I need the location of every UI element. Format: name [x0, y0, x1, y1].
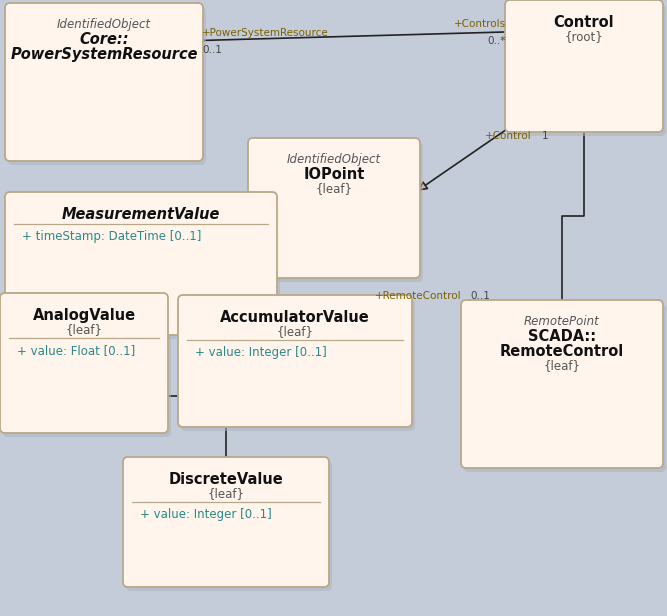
Text: AnalogValue: AnalogValue	[33, 308, 135, 323]
Text: SCADA::: SCADA::	[528, 329, 596, 344]
Text: + timeStamp: DateTime [0..1]: + timeStamp: DateTime [0..1]	[22, 230, 201, 243]
Text: 0..*: 0..*	[488, 36, 506, 46]
Text: +Controls: +Controls	[454, 19, 506, 29]
FancyBboxPatch shape	[464, 304, 666, 472]
FancyBboxPatch shape	[248, 138, 420, 278]
FancyBboxPatch shape	[5, 3, 203, 161]
Text: MeasurementValue: MeasurementValue	[62, 207, 220, 222]
Text: +Control: +Control	[485, 131, 532, 141]
Text: AccumulatorValue: AccumulatorValue	[220, 310, 370, 325]
FancyBboxPatch shape	[8, 196, 280, 339]
Text: {leaf}: {leaf}	[544, 359, 580, 372]
Text: + value: Float [0..1]: + value: Float [0..1]	[17, 344, 135, 357]
FancyBboxPatch shape	[461, 300, 663, 468]
Text: IdentifiedObject: IdentifiedObject	[287, 153, 381, 166]
Text: 1: 1	[542, 131, 548, 141]
FancyBboxPatch shape	[251, 142, 423, 282]
FancyBboxPatch shape	[0, 293, 168, 433]
Text: {leaf}: {leaf}	[277, 325, 313, 338]
Text: PowerSystemResource: PowerSystemResource	[10, 47, 197, 62]
FancyBboxPatch shape	[181, 299, 415, 431]
Text: {leaf}: {leaf}	[65, 323, 103, 336]
Text: RemotePoint: RemotePoint	[524, 315, 600, 328]
Text: 0..1: 0..1	[470, 291, 490, 301]
Text: DiscreteValue: DiscreteValue	[169, 472, 283, 487]
Text: {root}: {root}	[565, 30, 604, 43]
FancyBboxPatch shape	[8, 7, 206, 165]
Text: +RemoteControl: +RemoteControl	[376, 291, 462, 301]
Text: Core::: Core::	[79, 32, 129, 47]
Text: {leaf}: {leaf}	[207, 487, 245, 500]
Text: {leaf}: {leaf}	[315, 182, 352, 195]
FancyBboxPatch shape	[3, 297, 171, 437]
Text: 0..1: 0..1	[202, 44, 222, 55]
Text: + value: Integer [0..1]: + value: Integer [0..1]	[195, 346, 327, 359]
Text: + value: Integer [0..1]: + value: Integer [0..1]	[140, 508, 271, 521]
FancyBboxPatch shape	[508, 4, 666, 136]
Text: IOPoint: IOPoint	[303, 167, 365, 182]
Text: RemoteControl: RemoteControl	[500, 344, 624, 359]
FancyBboxPatch shape	[123, 457, 329, 587]
Text: +PowerSystemResource: +PowerSystemResource	[202, 28, 329, 38]
FancyBboxPatch shape	[178, 295, 412, 427]
Text: IdentifiedObject: IdentifiedObject	[57, 18, 151, 31]
FancyBboxPatch shape	[505, 0, 663, 132]
FancyBboxPatch shape	[126, 461, 332, 591]
Text: Control: Control	[554, 15, 614, 30]
FancyBboxPatch shape	[5, 192, 277, 335]
